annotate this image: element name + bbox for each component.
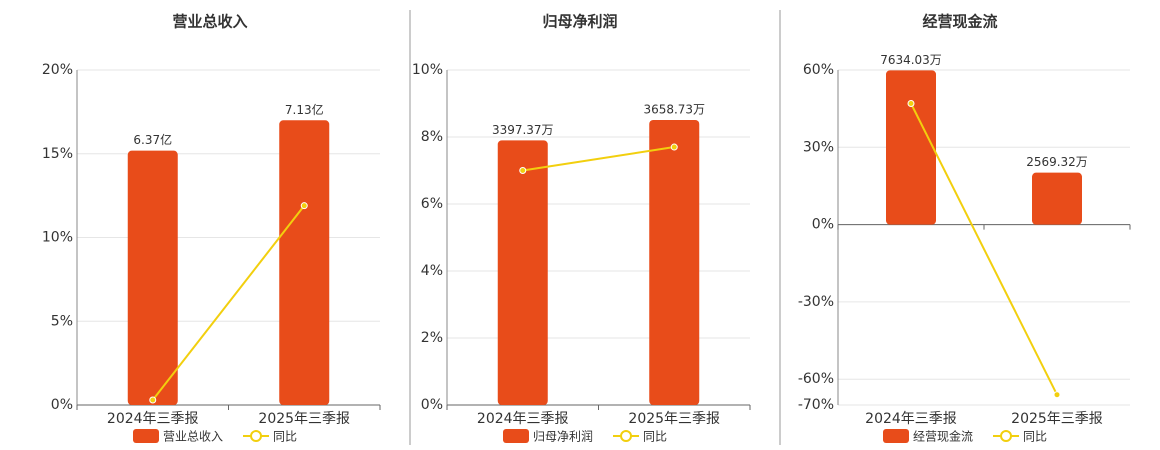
y-tick-label: 0%: [421, 397, 443, 413]
y-tick-label: 15%: [42, 146, 73, 162]
y-tick-label: 60%: [803, 62, 834, 78]
legend-label: 归母净利润: [533, 430, 593, 444]
y-tick-label: 0%: [812, 217, 834, 233]
legend-label: 经营现金流: [913, 429, 973, 444]
y-tick-label: 5%: [51, 313, 73, 329]
point: [519, 167, 527, 174]
legend-swatch: [620, 430, 633, 442]
line: [522, 146, 675, 172]
point: [670, 143, 678, 151]
bar: [649, 119, 700, 405]
bar: [1032, 172, 1082, 225]
y-tick-label: 20%: [42, 62, 73, 78]
chart-title: 经营现金流: [922, 13, 997, 31]
y-tick-label: -60%: [798, 371, 834, 387]
legend-label: 同比: [1023, 430, 1047, 444]
line: [910, 103, 1058, 396]
bar: [497, 140, 548, 405]
y-tick-label: -70%: [798, 397, 834, 413]
chart-title: 归母净利润: [542, 13, 617, 31]
x-tick-label: 2024年三季报: [477, 411, 569, 427]
y-tick-label: 30%: [803, 139, 834, 155]
bar: [886, 70, 936, 225]
value-label: 7.13亿: [285, 102, 324, 117]
point: [149, 396, 157, 404]
x-tick-label: 2025年三季报: [1011, 411, 1103, 427]
legend-swatch: [1000, 430, 1013, 442]
bar: [279, 120, 330, 406]
y-tick-label: 2%: [421, 330, 443, 346]
y-tick-label: 0%: [51, 397, 73, 413]
legend-swatch: [503, 429, 529, 443]
legend-swatch: [133, 429, 159, 443]
bar: [127, 150, 178, 405]
value-label: 3658.73万: [643, 102, 705, 116]
line: [151, 205, 306, 401]
y-tick-label: 6%: [421, 196, 443, 212]
y-tick-label: 10%: [412, 62, 443, 78]
point: [300, 202, 308, 210]
value-label: 7634.03万: [880, 53, 942, 67]
legend-label: 同比: [643, 430, 667, 444]
legend-label: 同比: [273, 430, 297, 444]
y-tick-label: -30%: [798, 294, 834, 310]
legend-label: 营业总收入: [163, 430, 223, 444]
x-tick-label: 2025年三季报: [628, 411, 720, 427]
y-tick-label: 8%: [421, 129, 443, 145]
legend-swatch: [883, 429, 909, 443]
x-tick-label: 2024年三季报: [865, 411, 957, 427]
chart-title: 营业总收入: [172, 13, 247, 31]
legend-swatch: [250, 430, 263, 442]
y-tick-label: 10%: [42, 230, 73, 246]
value-label: 3397.37万: [492, 123, 554, 137]
y-tick-label: 4%: [421, 263, 443, 279]
x-tick-label: 2025年三季报: [258, 411, 350, 427]
point: [1053, 391, 1061, 399]
x-tick-label: 2024年三季报: [107, 411, 199, 427]
point: [907, 100, 915, 107]
value-label: 6.37亿: [133, 132, 172, 147]
value-label: 2569.32万: [1026, 155, 1088, 169]
